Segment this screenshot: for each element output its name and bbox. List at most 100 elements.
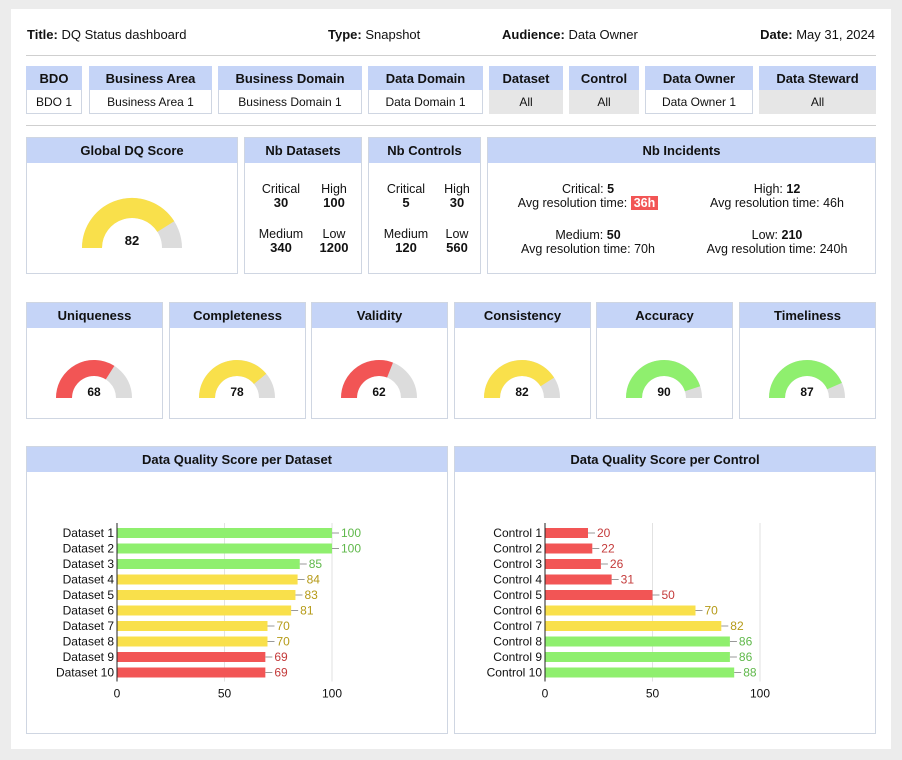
gauge-value: 68 [87,385,101,399]
filter-divider [26,125,876,126]
bar [545,590,653,600]
filter-business-domain[interactable]: Business Domain Business Domain 1 [218,66,362,116]
avg-label: Avg resolution time: [710,196,820,210]
dashboard-sheet: Title: DQ Status dashboard Type: Snapsho… [11,9,891,749]
nb-datasets-panel: Nb Datasets Critical 30 High 100 Medium … [244,137,362,274]
chart-title: Data Quality Score per Control [455,447,875,472]
filter-data-steward[interactable]: Data Steward All [759,66,876,116]
high-value: 100 [323,195,345,210]
avg-label: Avg resolution time: [521,242,631,256]
high-label: High [444,182,470,196]
data-label: 84 [307,573,321,587]
filter-value[interactable]: Business Domain 1 [218,90,362,114]
data-label: 70 [705,604,719,618]
incidents-medium: Medium: 50 Avg resolution time: 70h [498,228,678,256]
panel-title: Nb Incidents [488,138,875,163]
filter-value[interactable]: All [489,90,563,114]
incidents-high: High: 12 Avg resolution time: 46h [684,182,870,210]
incidents-low: Low: 210 Avg resolution time: 240h [684,228,870,256]
date-label: Date: [760,27,793,42]
dataset-score-chart: Dataset 1 100 Dataset 2 100 Dataset 3 85 Datas… [56,523,361,701]
dimension-panel-accuracy: Accuracy 90 [596,302,733,419]
high-count: High 100 [307,182,361,210]
type-value: Snapshot [365,27,421,42]
dataset-chart-panel: Data Quality Score per Dataset Dataset 1… [26,446,448,734]
dimension-title: Completeness [170,303,305,328]
data-label: 81 [300,604,314,618]
data-label: 70 [277,635,291,649]
category-label: Dataset 7 [63,619,115,633]
gauge-value-arc [484,360,555,399]
gauge-value: 62 [372,385,386,399]
panel-title: Global DQ Score [27,138,237,163]
bar [545,652,730,662]
filter-label: Data Domain [368,66,483,90]
category-label: Control 3 [493,557,542,571]
high-count: High 30 [435,182,479,210]
bar [545,636,730,647]
high-time: 46h [823,196,844,210]
bar [117,574,298,585]
x-tick-label: 0 [114,687,121,701]
audience-value: Data Owner [568,27,638,42]
filter-value[interactable]: BDO 1 [26,90,82,114]
filter-bdo[interactable]: BDO BDO 1 [26,66,82,116]
header-divider [26,55,876,56]
global-score-panel: Global DQ Score 82 [26,137,238,274]
category-label: Dataset 5 [63,588,115,602]
critical-value: 5 [607,182,615,196]
critical-label: Critical [261,182,301,196]
data-label: 82 [730,619,744,633]
data-label: 70 [277,619,291,633]
chart-title: Data Quality Score per Dataset [27,447,447,472]
data-label: 22 [601,542,615,556]
dimension-gauge: 82 [484,360,560,399]
dimension-gauge: 62 [341,360,417,399]
data-label: 88 [743,666,757,680]
category-label: Control 1 [493,526,542,540]
bar [545,621,722,631]
filter-label: Data Steward [759,66,876,90]
filter-business-area[interactable]: Business Area Business Area 1 [89,66,212,116]
medium-value: 340 [270,240,292,255]
filter-value[interactable]: All [759,90,876,114]
filter-control[interactable]: Control All [569,66,639,116]
bar [545,605,696,616]
critical-count: Critical 30 [251,182,311,210]
filter-dataset[interactable]: Dataset All [489,66,563,116]
medium-value: 120 [395,240,417,255]
filter-data-domain[interactable]: Data Domain Data Domain 1 [368,66,483,116]
avg-label: Avg resolution time: [517,196,628,210]
bar [545,574,612,585]
category-label: Control 10 [487,666,543,680]
bar [545,543,593,554]
critical-label: Critical [386,182,426,196]
bar [117,667,266,678]
data-label: 100 [341,526,361,540]
filter-value[interactable]: Business Area 1 [89,90,212,114]
low-label: Low [445,227,469,241]
filter-data-owner[interactable]: Data Owner Data Owner 1 [645,66,753,116]
filter-value[interactable]: Data Domain 1 [368,90,483,114]
audience-label: Audience: [502,27,565,42]
filter-value[interactable]: Data Owner 1 [645,90,753,114]
category-label: Dataset 3 [63,557,115,571]
dimension-gauge: 68 [56,360,132,399]
header-audience: Audience: Data Owner [502,27,638,42]
data-label: 85 [309,557,323,571]
critical-label: Critical: [561,182,604,196]
category-label: Dataset 9 [63,650,115,664]
filter-label: Business Domain [218,66,362,90]
gauge-value: 82 [125,233,139,248]
medium-label: Medium [258,227,304,241]
bar [117,528,332,538]
filter-value[interactable]: All [569,90,639,114]
gauge-value-arc [769,360,842,399]
filter-label: BDO [26,66,82,90]
data-label: 69 [274,650,288,664]
category-label: Control 7 [493,619,542,633]
gauge-value: 90 [657,385,671,399]
dimension-title: Timeliness [740,303,875,328]
gauge-value: 82 [515,385,529,399]
x-tick-label: 50 [218,687,232,701]
